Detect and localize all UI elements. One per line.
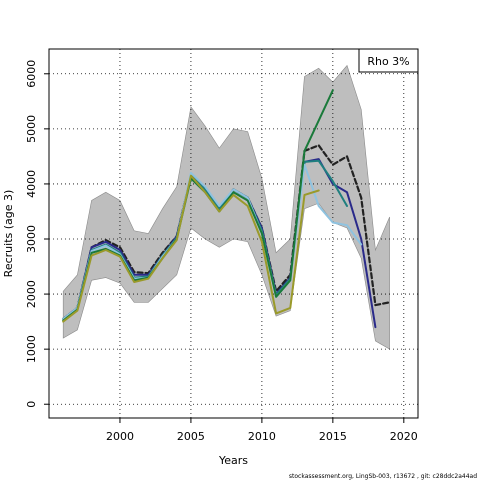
series-line-4 bbox=[62, 163, 363, 320]
x-tick-label: 2000 bbox=[106, 430, 134, 443]
y-axis-ticks: 0 1000 2000 3000 4000 5000 6000 bbox=[25, 60, 49, 408]
y-tick-label: 1000 bbox=[25, 335, 38, 363]
y-axis-title: Recruits (age 3) bbox=[2, 190, 15, 278]
y-tick-label: 2000 bbox=[25, 280, 38, 308]
legend: Rho 3% bbox=[358, 48, 419, 73]
legend-label: Rho 3% bbox=[367, 55, 409, 68]
y-tick-label: 6000 bbox=[25, 60, 38, 88]
y-tick-label: 0 bbox=[25, 401, 38, 408]
x-tick-label: 2020 bbox=[390, 430, 418, 443]
legend-box bbox=[358, 48, 419, 73]
plot-frame bbox=[48, 48, 419, 419]
x-tick-label: 2015 bbox=[319, 430, 347, 443]
series-line-6 bbox=[62, 174, 320, 323]
y-tick-label: 5000 bbox=[25, 115, 38, 143]
x-axis-ticks: 2000 2005 2010 2015 2020 bbox=[106, 418, 418, 443]
footer-credit: stockassessment.org, LingSb-003, r13672 … bbox=[289, 473, 477, 480]
x-axis-title: Years bbox=[218, 454, 248, 467]
x-tick-label: 2005 bbox=[177, 430, 205, 443]
series-layer bbox=[62, 89, 391, 329]
y-tick-label: 4000 bbox=[25, 170, 38, 198]
x-tick-label: 2010 bbox=[248, 430, 276, 443]
y-tick-label: 3000 bbox=[25, 225, 38, 253]
